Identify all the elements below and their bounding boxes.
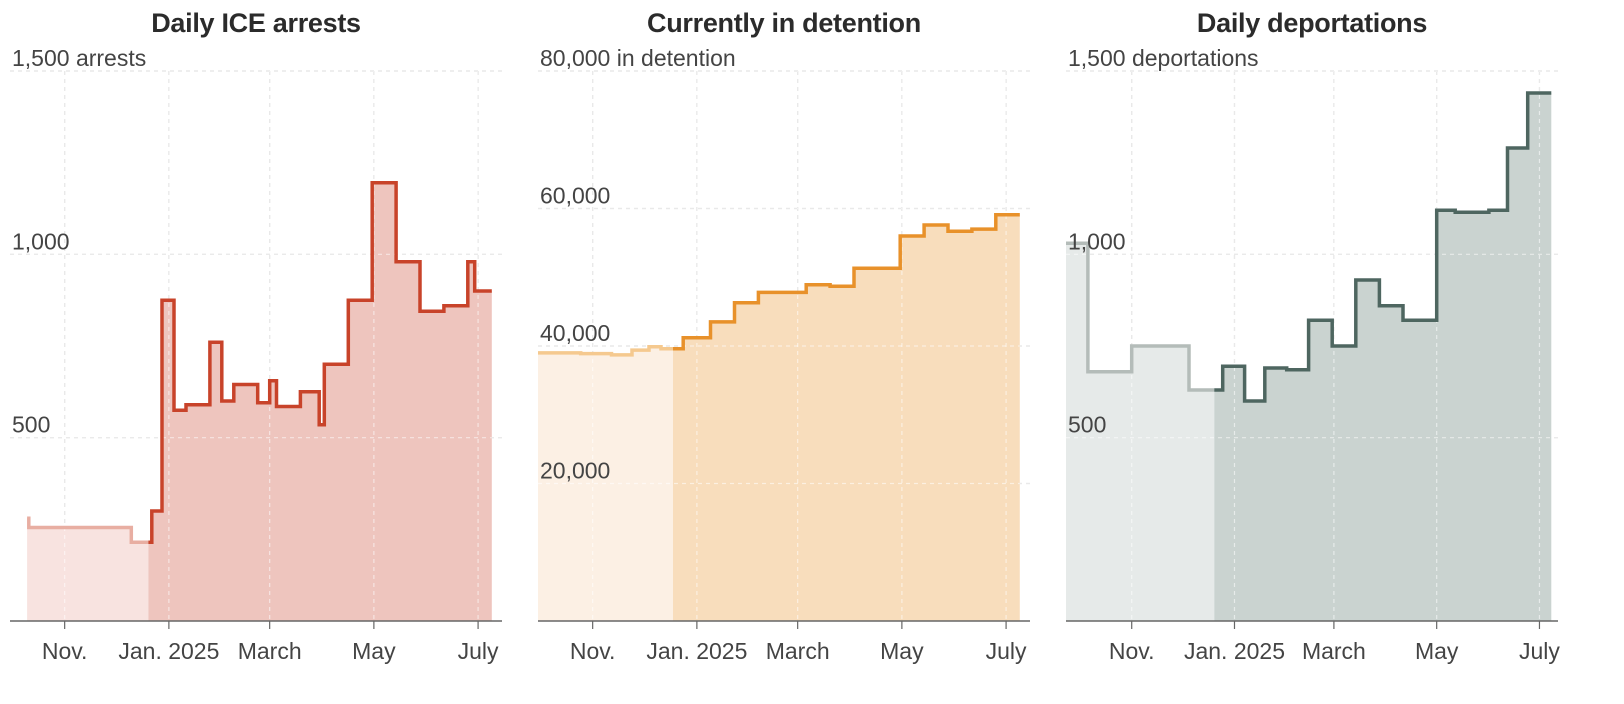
x-tick-label: March	[1302, 638, 1366, 664]
series-line-before-2025	[538, 344, 673, 357]
y-tick-label: 1,000	[12, 228, 70, 254]
y-tick-label: 500	[1068, 412, 1106, 438]
area-since-2025	[672, 214, 1020, 621]
y-tick-label: 1,000	[1068, 228, 1126, 254]
area-before-2025	[27, 518, 149, 621]
x-tick-label: July	[986, 638, 1027, 664]
detention-chart: Nov. Jan. 2025 March May July 20,000 40,000 60,…	[538, 45, 1030, 664]
x-tick-label: Nov.	[42, 638, 88, 664]
x-tick-label: Jan. 2025	[1184, 638, 1285, 664]
deportations-panel: Daily deportations Nov. Jan. 2025 March May…	[1066, 0, 1560, 704]
y-tick-label: 1,500 arrests	[12, 45, 146, 71]
area-since-2025	[1214, 93, 1552, 621]
detention-panel: Currently in detention Nov. Jan. 2025 Marc…	[538, 0, 1030, 704]
y-tick-label: 40,000	[540, 320, 610, 346]
y-tick-label: 500	[12, 412, 50, 438]
chart-title: Currently in detention	[647, 8, 921, 38]
arrests-panel: Daily ICE arrests Nov. Jan. 2025 March May J…	[10, 0, 502, 704]
x-tick-label: Jan. 2025	[646, 638, 747, 664]
x-tick-label: Nov.	[570, 638, 616, 664]
y-tick-label: 60,000	[540, 183, 610, 209]
chart-title: Daily ICE arrests	[151, 8, 361, 38]
x-tick-label: March	[238, 638, 302, 664]
y-tick-label: 20,000	[540, 458, 610, 484]
y-tick-label: 1,500 deportations	[1068, 45, 1259, 71]
area-since-2025	[148, 182, 492, 621]
series-line-since-2025	[148, 181, 492, 544]
x-tick-label: Jan. 2025	[118, 638, 219, 664]
x-tick-label: May	[352, 638, 396, 664]
x-tick-label: July	[458, 638, 499, 664]
x-tick-label: May	[1415, 638, 1459, 664]
series-line-before-2025	[1066, 241, 1215, 392]
series-line-since-2025	[1214, 91, 1552, 403]
x-tick-label: May	[880, 638, 924, 664]
area-before-2025	[1066, 243, 1215, 621]
x-tick-label: July	[1519, 638, 1560, 664]
x-tick-label: March	[766, 638, 830, 664]
deportations-chart: Nov. Jan. 2025 March May July 500 1,000 1,500 d…	[1066, 45, 1560, 664]
x-tick-label: Nov.	[1109, 638, 1155, 664]
y-tick-label: 80,000 in detention	[540, 45, 736, 71]
chart-title: Daily deportations	[1196, 8, 1428, 38]
arrests-chart: Nov. Jan. 2025 March May July 500 1,000 1,500 a…	[10, 45, 502, 664]
series-line-since-2025	[672, 212, 1020, 351]
